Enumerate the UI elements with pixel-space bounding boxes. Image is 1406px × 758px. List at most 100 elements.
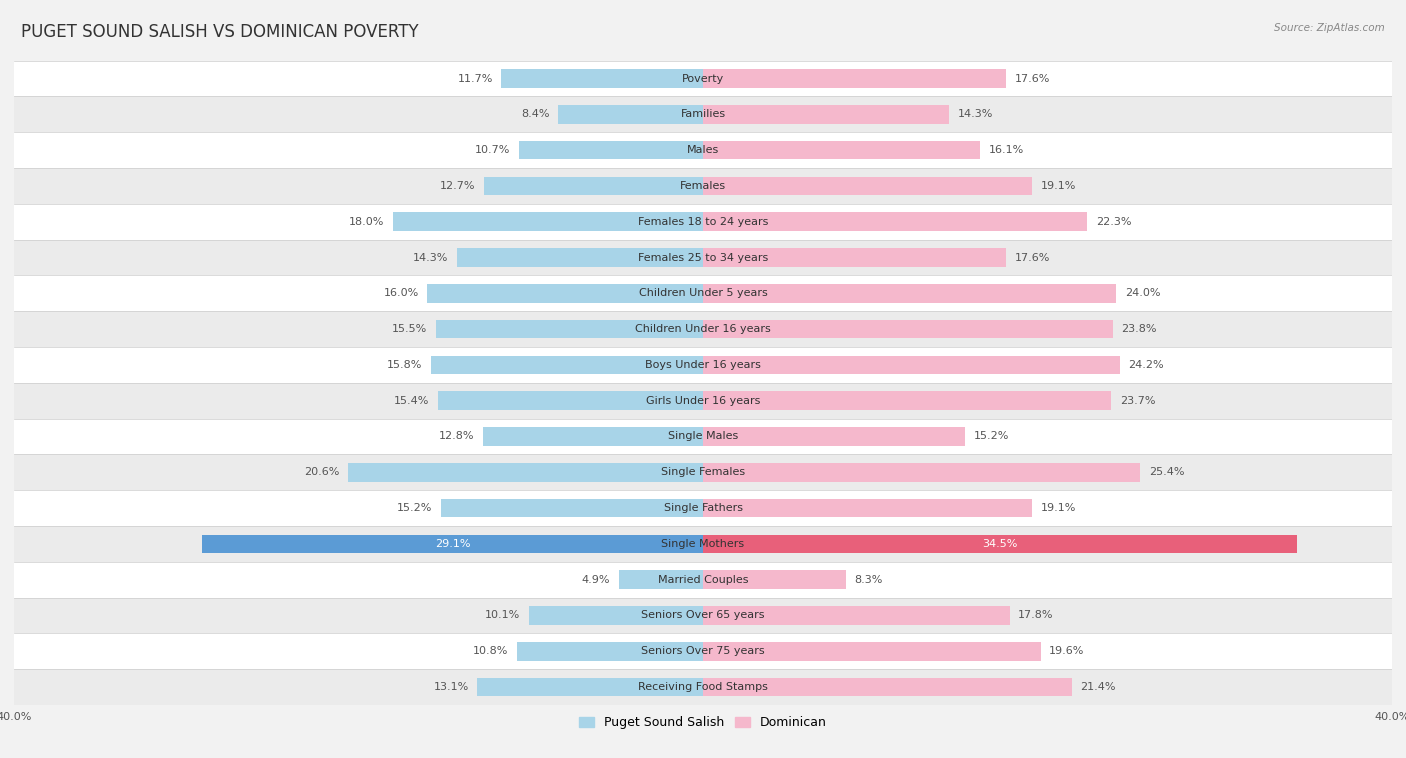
- Bar: [14, 132, 1392, 168]
- Bar: [14, 61, 1392, 96]
- Text: Poverty: Poverty: [682, 74, 724, 83]
- Text: 22.3%: 22.3%: [1095, 217, 1132, 227]
- Text: 17.6%: 17.6%: [1015, 252, 1050, 262]
- Bar: [703, 284, 1116, 302]
- Bar: [703, 534, 1298, 553]
- Text: Seniors Over 75 years: Seniors Over 75 years: [641, 647, 765, 656]
- Bar: [14, 634, 1392, 669]
- Text: 14.3%: 14.3%: [413, 252, 449, 262]
- Bar: [14, 204, 1392, 240]
- Text: 17.8%: 17.8%: [1018, 610, 1053, 621]
- Bar: [14, 562, 1392, 597]
- Bar: [502, 69, 703, 88]
- Text: Boys Under 16 years: Boys Under 16 years: [645, 360, 761, 370]
- Bar: [703, 177, 1032, 196]
- Text: 34.5%: 34.5%: [983, 539, 1018, 549]
- Bar: [392, 212, 703, 231]
- Bar: [14, 490, 1392, 526]
- Bar: [14, 597, 1392, 634]
- Text: Single Females: Single Females: [661, 467, 745, 478]
- Text: 14.3%: 14.3%: [957, 109, 993, 119]
- Bar: [517, 642, 703, 660]
- Bar: [430, 356, 703, 374]
- Text: 19.1%: 19.1%: [1040, 503, 1076, 513]
- Text: 24.2%: 24.2%: [1129, 360, 1164, 370]
- Bar: [703, 248, 1007, 267]
- Text: Females: Females: [681, 181, 725, 191]
- Bar: [478, 678, 703, 697]
- Text: 21.4%: 21.4%: [1080, 682, 1116, 692]
- Bar: [529, 606, 703, 625]
- Text: 10.7%: 10.7%: [475, 145, 510, 155]
- Bar: [457, 248, 703, 267]
- Text: Families: Families: [681, 109, 725, 119]
- Text: Single Mothers: Single Mothers: [661, 539, 745, 549]
- Text: 17.6%: 17.6%: [1015, 74, 1050, 83]
- Text: 23.7%: 23.7%: [1119, 396, 1156, 406]
- Bar: [349, 463, 703, 481]
- Legend: Puget Sound Salish, Dominican: Puget Sound Salish, Dominican: [575, 711, 831, 735]
- Bar: [14, 168, 1392, 204]
- Text: 11.7%: 11.7%: [457, 74, 494, 83]
- Bar: [703, 105, 949, 124]
- Bar: [14, 312, 1392, 347]
- Text: 25.4%: 25.4%: [1149, 467, 1185, 478]
- Bar: [437, 391, 703, 410]
- Bar: [14, 526, 1392, 562]
- Text: 8.4%: 8.4%: [522, 109, 550, 119]
- Text: PUGET SOUND SALISH VS DOMINICAN POVERTY: PUGET SOUND SALISH VS DOMINICAN POVERTY: [21, 23, 419, 41]
- Bar: [703, 391, 1111, 410]
- Bar: [703, 570, 846, 589]
- Text: 8.3%: 8.3%: [855, 575, 883, 584]
- Text: 29.1%: 29.1%: [434, 539, 470, 549]
- Text: 24.0%: 24.0%: [1125, 288, 1160, 299]
- Bar: [14, 454, 1392, 490]
- Bar: [619, 570, 703, 589]
- Bar: [482, 428, 703, 446]
- Bar: [703, 428, 965, 446]
- Bar: [703, 463, 1140, 481]
- Bar: [558, 105, 703, 124]
- Bar: [703, 356, 1119, 374]
- Text: Single Fathers: Single Fathers: [664, 503, 742, 513]
- Bar: [14, 275, 1392, 312]
- Bar: [703, 499, 1032, 518]
- Bar: [703, 141, 980, 159]
- Bar: [14, 669, 1392, 705]
- Bar: [703, 212, 1087, 231]
- Text: 10.8%: 10.8%: [472, 647, 509, 656]
- Text: Children Under 5 years: Children Under 5 years: [638, 288, 768, 299]
- Bar: [427, 284, 703, 302]
- Text: 19.1%: 19.1%: [1040, 181, 1076, 191]
- Text: 13.1%: 13.1%: [433, 682, 468, 692]
- Text: 23.8%: 23.8%: [1122, 324, 1157, 334]
- Text: 16.0%: 16.0%: [384, 288, 419, 299]
- Bar: [436, 320, 703, 338]
- Bar: [14, 96, 1392, 132]
- Text: Females 18 to 24 years: Females 18 to 24 years: [638, 217, 768, 227]
- Bar: [703, 642, 1040, 660]
- Bar: [14, 383, 1392, 418]
- Text: 12.7%: 12.7%: [440, 181, 475, 191]
- Bar: [703, 606, 1010, 625]
- Bar: [14, 347, 1392, 383]
- Text: 19.6%: 19.6%: [1049, 647, 1084, 656]
- Text: 16.1%: 16.1%: [988, 145, 1024, 155]
- Text: 15.2%: 15.2%: [973, 431, 1008, 441]
- Text: 15.2%: 15.2%: [398, 503, 433, 513]
- Bar: [441, 499, 703, 518]
- Text: 15.4%: 15.4%: [394, 396, 429, 406]
- Text: 15.5%: 15.5%: [392, 324, 427, 334]
- Text: Males: Males: [688, 145, 718, 155]
- Text: Girls Under 16 years: Girls Under 16 years: [645, 396, 761, 406]
- Text: Children Under 16 years: Children Under 16 years: [636, 324, 770, 334]
- Text: Seniors Over 65 years: Seniors Over 65 years: [641, 610, 765, 621]
- Bar: [703, 69, 1007, 88]
- Text: 10.1%: 10.1%: [485, 610, 520, 621]
- Bar: [703, 678, 1071, 697]
- Text: Single Males: Single Males: [668, 431, 738, 441]
- Text: 15.8%: 15.8%: [387, 360, 422, 370]
- Text: Receiving Food Stamps: Receiving Food Stamps: [638, 682, 768, 692]
- Text: Married Couples: Married Couples: [658, 575, 748, 584]
- Text: 18.0%: 18.0%: [349, 217, 384, 227]
